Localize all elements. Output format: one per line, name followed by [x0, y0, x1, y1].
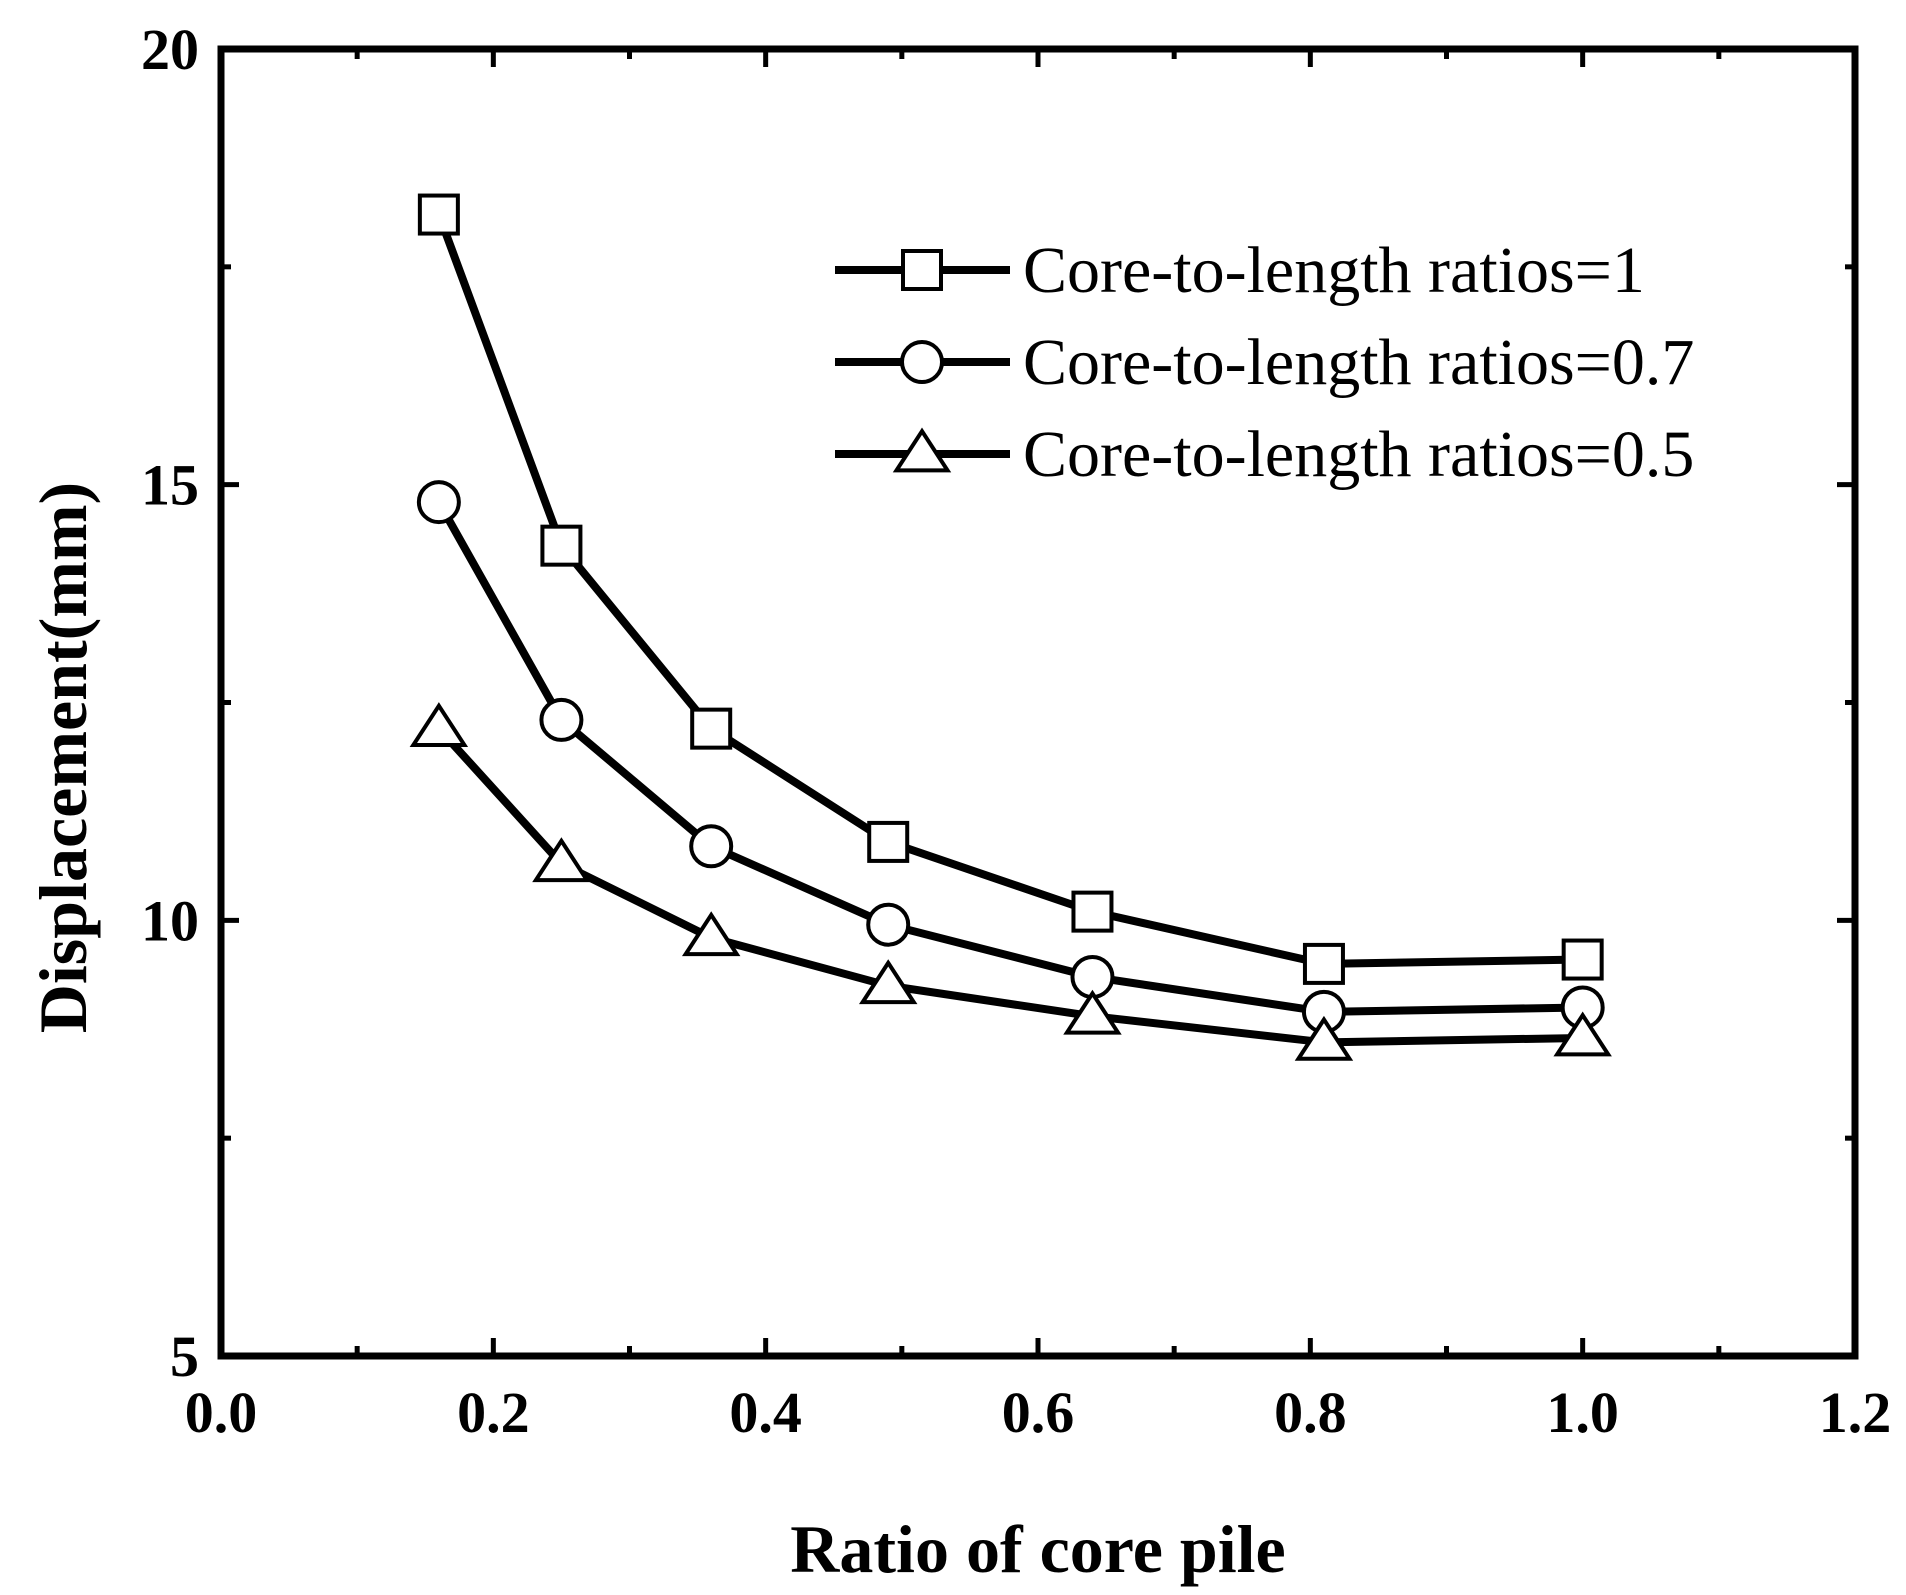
plot-frame — [217, 45, 1859, 1360]
series-line-2 — [435, 500, 1583, 1016]
series-2 — [416, 480, 1605, 1034]
legend-marker-square — [901, 249, 943, 291]
legend-marker-triangle — [892, 427, 952, 473]
legend-label-3: Core-to-length ratios=0.5 — [1023, 418, 1694, 491]
data-point-triangle — [1294, 1015, 1354, 1061]
data-point-square — [1561, 938, 1604, 981]
x-axis-title: Ratio of core pile — [790, 1511, 1285, 1587]
y-tick-labels: 5 10 15 20 — [141, 17, 199, 1389]
legend-entry-1: Core-to-length ratios=1 — [835, 234, 1645, 307]
x-tick-label: 0.4 — [729, 1380, 802, 1445]
x-tick-labels: 0.0 0.2 0.4 0.6 0.8 1.0 1.2 — [185, 1380, 1892, 1445]
data-point-circle — [689, 824, 734, 869]
y-axis-title: Displacement(mm) — [25, 482, 101, 1033]
legend: Core-to-length ratios=1 Core-to-length r… — [835, 234, 1694, 491]
series-3 — [409, 702, 1612, 1061]
data-point-square — [1302, 942, 1345, 985]
legend-entry-3: Core-to-length ratios=0.5 — [835, 418, 1694, 491]
data-point-triangle — [1063, 989, 1122, 1035]
legend-marker-shape — [901, 249, 943, 291]
data-point-triangle — [858, 959, 918, 1005]
x-tick-label: 0.6 — [1002, 1380, 1075, 1445]
y-tick-label: 5 — [170, 1324, 199, 1389]
x-tick-label: 0.8 — [1274, 1380, 1347, 1445]
y-tick-label: 15 — [141, 453, 199, 518]
x-tick-label: 1.2 — [1819, 1380, 1892, 1445]
series-layer — [409, 193, 1612, 1061]
series-1 — [417, 193, 1604, 985]
data-point-square — [1071, 890, 1114, 933]
data-point-square — [540, 524, 583, 567]
data-point-triangle — [409, 702, 469, 748]
x-tick-label: 0.0 — [185, 1380, 258, 1445]
legend-label-1: Core-to-length ratios=1 — [1023, 234, 1645, 307]
legend-entry-2: Core-to-length ratios=0.7 — [835, 326, 1694, 399]
data-point-square — [867, 820, 910, 863]
data-point-square — [690, 707, 733, 750]
data-point-triangle — [1553, 1011, 1612, 1057]
data-point-circle — [866, 902, 911, 947]
data-point-circle — [416, 480, 461, 525]
legend-marker-shape — [892, 427, 952, 473]
x-tick-label: 1.0 — [1546, 1380, 1619, 1445]
y-tick-label: 10 — [141, 888, 199, 953]
x-tick-label: 0.2 — [457, 1380, 530, 1445]
data-point-circle — [539, 697, 584, 742]
y-tick-label: 20 — [141, 17, 199, 82]
legend-label-2: Core-to-length ratios=0.7 — [1023, 326, 1694, 399]
data-point-triangle — [681, 911, 741, 957]
data-point-triangle — [532, 837, 591, 883]
data-point-square — [417, 193, 460, 236]
legend-marker-circle — [900, 340, 944, 384]
legend-marker-shape — [900, 340, 944, 384]
